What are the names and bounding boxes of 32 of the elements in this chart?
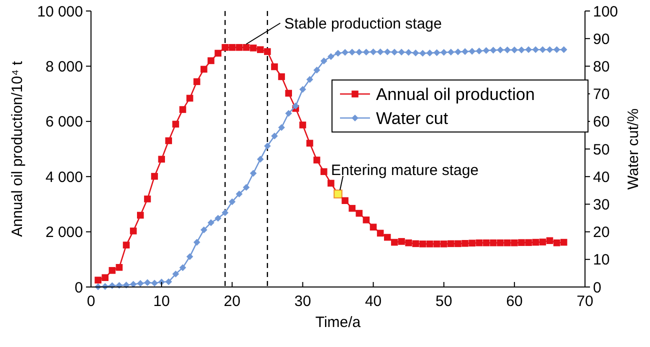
y-tick-label: 6 000 bbox=[45, 114, 83, 131]
y2-tick-label: 30 bbox=[593, 196, 610, 214]
y-tick-label: 8 000 bbox=[45, 58, 83, 76]
x-tick-label: 20 bbox=[224, 293, 240, 310]
y2-tick-label: 20 bbox=[593, 224, 610, 242]
legend-label: Water cut bbox=[376, 108, 448, 128]
y2-tick-label: 90 bbox=[593, 30, 610, 48]
y2-tick-label: 50 bbox=[593, 141, 610, 158]
y-tick-label: 10 000 bbox=[37, 3, 83, 20]
x-tick-label: 60 bbox=[506, 293, 523, 310]
y-tick-label: 2 000 bbox=[45, 224, 83, 242]
y-axis-title: Annual oil production/10⁴ t bbox=[9, 60, 26, 237]
y2-tick-label: 80 bbox=[593, 58, 610, 76]
x-tick-label: 0 bbox=[86, 293, 96, 310]
x-tick-label: 40 bbox=[364, 293, 382, 310]
y2-tick-label: 10 bbox=[593, 252, 610, 269]
x-tick-label: 70 bbox=[576, 293, 594, 310]
y2-tick-label: 60 bbox=[593, 114, 610, 131]
x-axis-title: Time/a bbox=[315, 314, 362, 331]
y2-axis-title: Water cut/% bbox=[625, 108, 642, 190]
y2-tick-label: 40 bbox=[593, 168, 610, 186]
annotation: Stable production stage bbox=[284, 15, 442, 32]
annotation: Entering mature stage bbox=[331, 162, 479, 180]
y2-tick-label: 100 bbox=[593, 3, 618, 20]
x-tick-label: 10 bbox=[153, 293, 170, 310]
x-tick-label: 50 bbox=[436, 293, 452, 310]
y-tick-label: 0 bbox=[74, 279, 83, 296]
legend-label: Annual oil production bbox=[376, 84, 535, 104]
y2-tick-label: 70 bbox=[593, 86, 610, 104]
x-tick-label: 30 bbox=[294, 293, 312, 310]
y-tick-label: 4 000 bbox=[45, 168, 83, 186]
y2-tick-label: 0 bbox=[593, 279, 602, 296]
